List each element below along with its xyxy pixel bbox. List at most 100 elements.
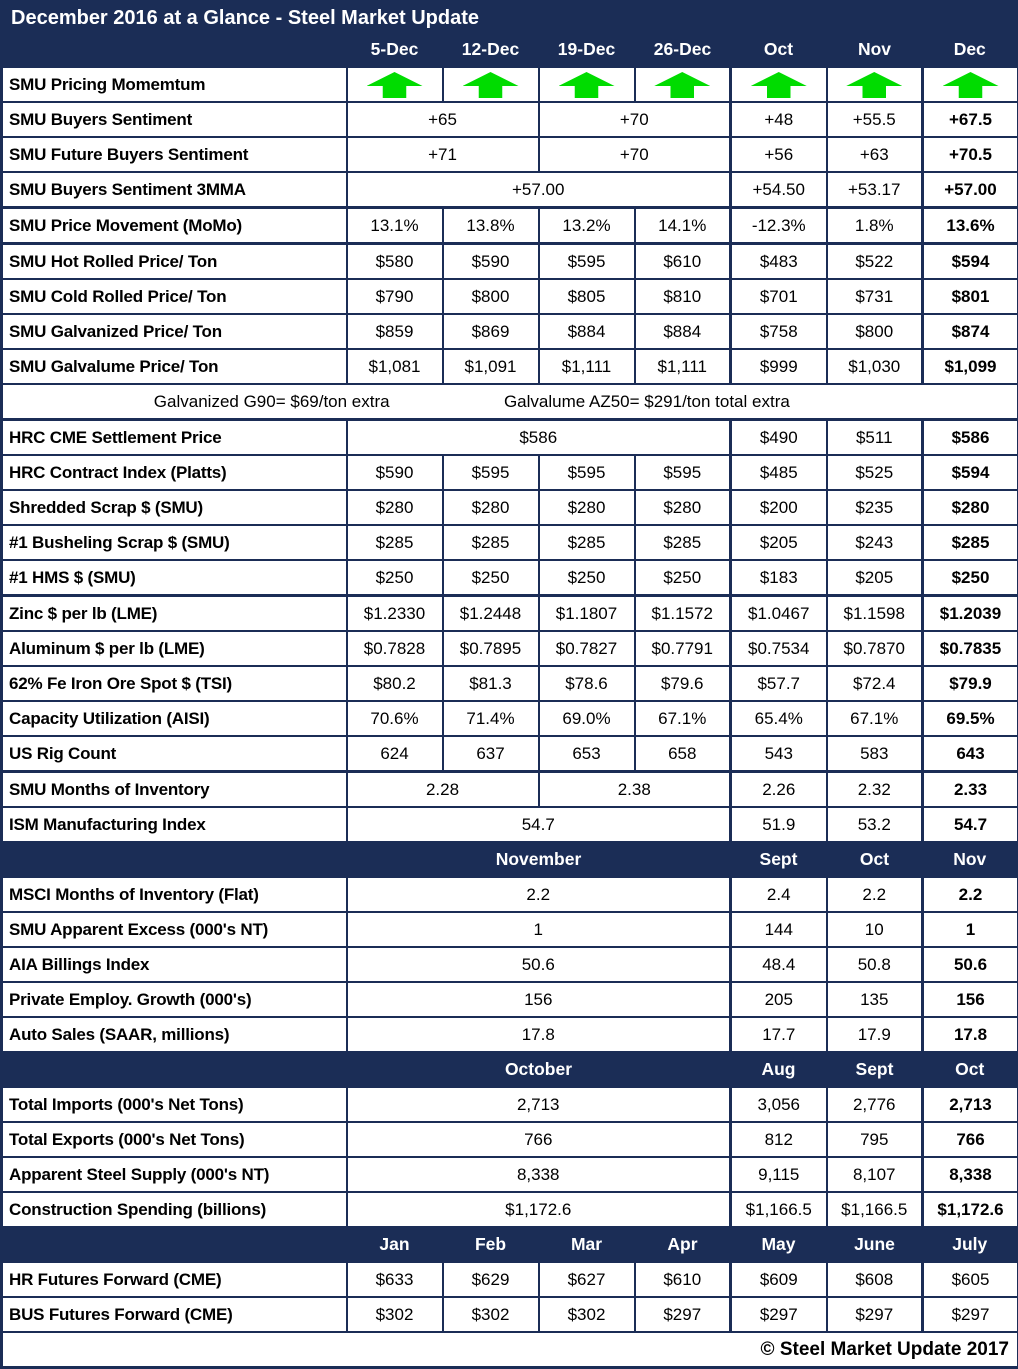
value-cell: $0.7791 (635, 631, 731, 666)
value-cell: 2,713 (347, 1087, 731, 1122)
value-cell: 69.5% (923, 701, 1018, 736)
value-cell: $205 (827, 560, 923, 596)
value-cell: $280 (443, 490, 539, 525)
value-cell: Nov (923, 842, 1018, 877)
value-cell: 2.2 (827, 877, 923, 912)
value-cell: 156 (347, 982, 731, 1017)
row-label: Auto Sales (SAAR, millions) (2, 1017, 347, 1052)
value-cell: $297 (635, 1297, 731, 1332)
table-row: BUS Futures Forward (CME)$302$302$302$29… (2, 1297, 1018, 1332)
section-row-label (2, 842, 347, 877)
value-cell: 543 (731, 736, 827, 772)
row-label: HRC CME Settlement Price (2, 420, 347, 456)
value-cell: $605 (923, 1262, 1018, 1297)
table-row: Shredded Scrap $ (SMU)$280$280$280$280$2… (2, 490, 1018, 525)
value-cell: $285 (923, 525, 1018, 560)
value-cell: $590 (347, 455, 443, 490)
value-cell: $1,172.6 (923, 1192, 1018, 1227)
value-cell: $0.7534 (731, 631, 827, 666)
value-cell: $302 (539, 1297, 635, 1332)
value-cell: $627 (539, 1262, 635, 1297)
value-cell: July (923, 1227, 1018, 1262)
value-cell: Jan (347, 1227, 443, 1262)
value-cell: 624 (347, 736, 443, 772)
value-cell: $285 (443, 525, 539, 560)
value-cell: $302 (443, 1297, 539, 1332)
column-header: 26-Dec (635, 33, 731, 67)
row-label: SMU Price Movement (MoMo) (2, 208, 347, 244)
table-row: SMU Buyers Sentiment 3MMA+57.00+54.50+53… (2, 172, 1018, 208)
value-cell: $490 (731, 420, 827, 456)
value-cell: $250 (539, 560, 635, 596)
column-header: 12-Dec (443, 33, 539, 67)
row-label: SMU Buyers Sentiment (2, 102, 347, 137)
table-row: Capacity Utilization (AISI)70.6%71.4%69.… (2, 701, 1018, 736)
up-arrow-icon (367, 72, 423, 98)
table-row: SMU Buyers Sentiment+65+70+48+55.5+67.5 (2, 102, 1018, 137)
note-text: Galvanized G90= $69/ton extra (154, 392, 390, 412)
value-cell: $0.7835 (923, 631, 1018, 666)
value-cell: $81.3 (443, 666, 539, 701)
value-cell: $800 (827, 314, 923, 349)
copyright: © Steel Market Update 2017 (2, 1332, 1018, 1368)
value-cell: +53.17 (827, 172, 923, 208)
value-cell: 1 (923, 912, 1018, 947)
column-header: Nov (827, 33, 923, 67)
value-cell: $1,099 (923, 349, 1018, 384)
value-cell: 51.9 (731, 807, 827, 842)
row-label: SMU Hot Rolled Price/ Ton (2, 244, 347, 280)
row-label: SMU Buyers Sentiment 3MMA (2, 172, 347, 208)
column-header-blank (2, 33, 347, 67)
page-title: December 2016 at a Glance - Steel Market… (2, 2, 1018, 34)
value-cell: $1,166.5 (731, 1192, 827, 1227)
up-arrow-icon (463, 72, 519, 98)
value-cell: $78.6 (539, 666, 635, 701)
value-cell: +54.50 (731, 172, 827, 208)
value-cell: 2.32 (827, 772, 923, 808)
value-cell: 2.26 (731, 772, 827, 808)
value-cell: 13.2% (539, 208, 635, 244)
row-label: #1 HMS $ (SMU) (2, 560, 347, 596)
value-cell: Feb (443, 1227, 539, 1262)
value-cell: 2.28 (347, 772, 539, 808)
value-cell: 54.7 (347, 807, 731, 842)
momentum-cell (635, 67, 731, 102)
value-cell: 71.4% (443, 701, 539, 736)
value-cell: 144 (731, 912, 827, 947)
value-cell: Sept (731, 842, 827, 877)
value-cell: $595 (539, 244, 635, 280)
value-cell: 70.6% (347, 701, 443, 736)
section-row-label (2, 1227, 347, 1262)
value-cell: $869 (443, 314, 539, 349)
row-label: Private Employ. Growth (000's) (2, 982, 347, 1017)
value-cell: $485 (731, 455, 827, 490)
value-cell: $1.0467 (731, 596, 827, 632)
value-cell: 10 (827, 912, 923, 947)
value-cell: $580 (347, 244, 443, 280)
row-label: SMU Future Buyers Sentiment (2, 137, 347, 172)
value-cell: 9,115 (731, 1157, 827, 1192)
value-cell: $608 (827, 1262, 923, 1297)
table-row: #1 HMS $ (SMU)$250$250$250$250$183$205$2… (2, 560, 1018, 596)
value-cell: $1.1807 (539, 596, 635, 632)
value-cell: $1,111 (539, 349, 635, 384)
column-header: 5-Dec (347, 33, 443, 67)
value-cell: $629 (443, 1262, 539, 1297)
value-cell: $800 (443, 279, 539, 314)
row-label: SMU Pricing Momemtum (2, 67, 347, 102)
momentum-cell (923, 67, 1018, 102)
row-label: 62% Fe Iron Ore Spot $ (TSI) (2, 666, 347, 701)
row-label: SMU Apparent Excess (000's NT) (2, 912, 347, 947)
momentum-cell (443, 67, 539, 102)
table-row: SMU Galvanized Price/ Ton$859$869$884$88… (2, 314, 1018, 349)
table-row: Aluminum $ per lb (LME)$0.7828$0.7895$0.… (2, 631, 1018, 666)
row-label: Apparent Steel Supply (000's NT) (2, 1157, 347, 1192)
table-row: 62% Fe Iron Ore Spot $ (TSI)$80.2$81.3$7… (2, 666, 1018, 701)
title-row: December 2016 at a Glance - Steel Market… (2, 2, 1018, 34)
value-cell: +48 (731, 102, 827, 137)
